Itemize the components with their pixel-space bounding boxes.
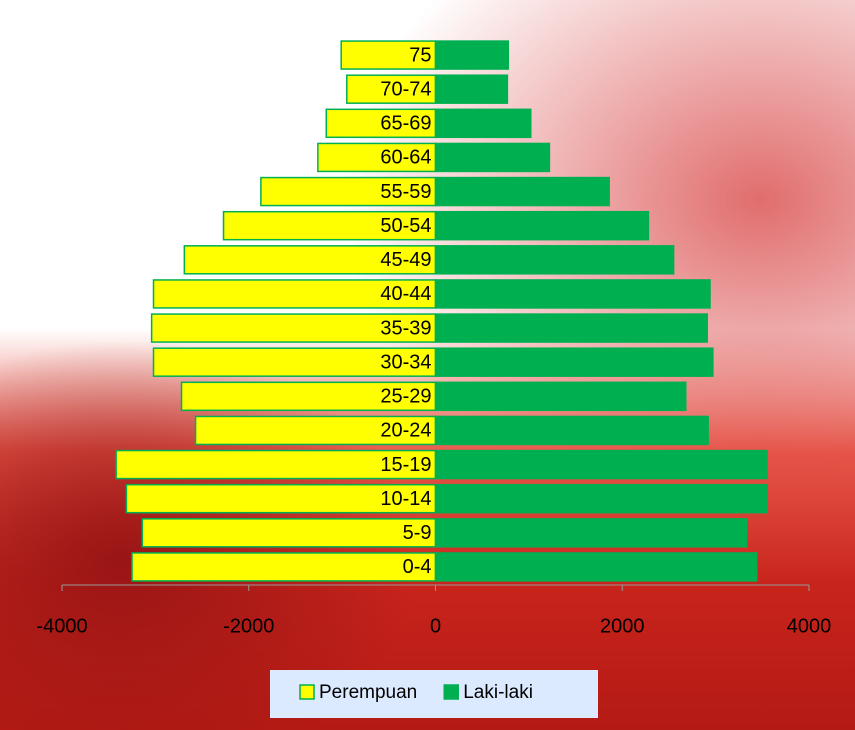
bar xyxy=(436,553,757,581)
category-label: 45-49 xyxy=(380,249,431,271)
category-label: 35-39 xyxy=(380,317,431,339)
category-label: 10-14 xyxy=(380,488,431,510)
legend-label: Perempuan xyxy=(319,682,417,703)
x-tick-label: -2000 xyxy=(223,615,274,637)
category-label: 15-19 xyxy=(380,454,431,476)
x-tick-label: 0 xyxy=(430,615,441,637)
legend-swatch xyxy=(444,685,458,699)
x-tick-label: -4000 xyxy=(36,615,87,637)
chart-area: -4000 -2000 0 2000 4000 0-4 5-9 10-14 15-19 20-24… xyxy=(0,0,855,730)
bar xyxy=(436,75,508,103)
bar xyxy=(436,382,686,410)
category-label: 5-9 xyxy=(403,522,432,544)
bar xyxy=(436,416,709,444)
bar xyxy=(436,519,747,547)
bar xyxy=(436,246,674,274)
category-label: 0-4 xyxy=(403,556,432,578)
bar xyxy=(436,41,509,69)
bar xyxy=(436,143,550,171)
category-label: 70-74 xyxy=(380,78,431,100)
category-label: 75 xyxy=(409,44,431,66)
category-label: 50-54 xyxy=(380,215,431,237)
bar xyxy=(132,553,435,581)
bar xyxy=(436,109,531,137)
category-label: 65-69 xyxy=(380,113,431,135)
bar xyxy=(436,451,767,479)
bar xyxy=(436,212,649,240)
bar xyxy=(436,280,711,308)
bar xyxy=(436,178,610,206)
bar xyxy=(142,519,435,547)
category-label: 20-24 xyxy=(380,420,431,442)
x-tick-label: 4000 xyxy=(787,615,832,637)
legend-swatch xyxy=(300,685,314,699)
category-label: 25-29 xyxy=(380,386,431,408)
category-label: 30-34 xyxy=(380,351,431,373)
bar xyxy=(436,314,708,342)
category-label: 55-59 xyxy=(380,181,431,203)
bar xyxy=(436,485,767,513)
x-tick-label: 2000 xyxy=(600,615,645,637)
chart: -4000 -2000 0 2000 4000 0-4 5-9 10-14 15-19 20-24… xyxy=(0,0,855,730)
category-label: 40-44 xyxy=(380,283,431,305)
category-label: 60-64 xyxy=(380,147,431,169)
bar xyxy=(436,348,713,376)
legend-label: Laki-laki xyxy=(463,682,533,703)
